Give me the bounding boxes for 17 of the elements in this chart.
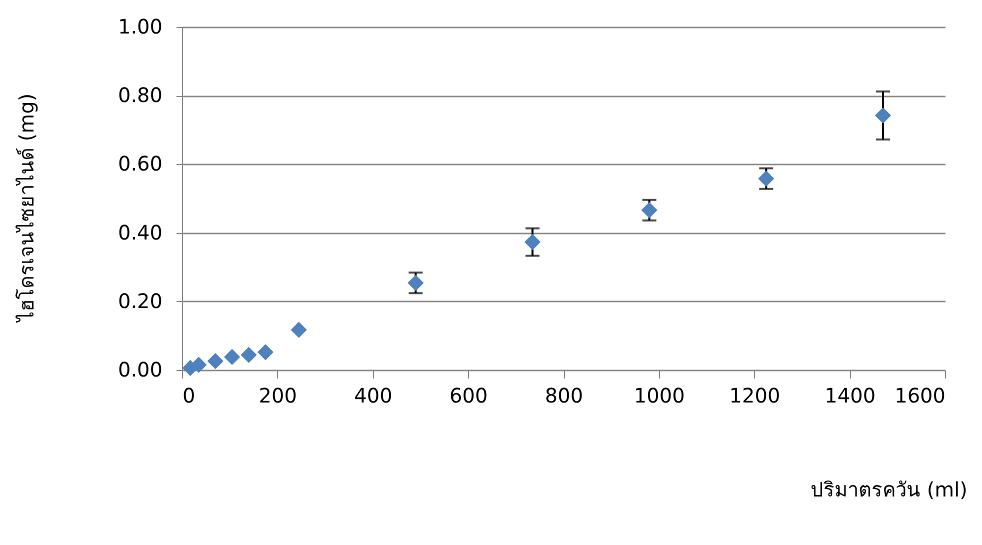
x-tick-label: 400 (354, 384, 392, 408)
x-tick-label: 1400 (824, 384, 876, 408)
y-tick-label: 0.80 (118, 83, 162, 108)
x-tick-label: 0 (182, 384, 196, 408)
y-axis-title: ไฮโดรเจนไซยาไนด์ (mg) (14, 93, 38, 324)
x-tick-label: 600 (450, 384, 488, 408)
x-tick-label: 1000 (634, 384, 685, 408)
x-axis-title: ปริมาตรควัน (ml) (810, 478, 968, 502)
y-tick-label: 0.60 (118, 152, 162, 176)
x-tick-label: 200 (258, 384, 297, 408)
y-tick-label: 0.00 (118, 358, 162, 382)
y-tick-label: 1.00 (118, 14, 162, 38)
x-tick-label: 800 (544, 384, 584, 408)
y-tick-label: 0.40 (118, 220, 162, 244)
x-tick-label: 1600 (894, 384, 946, 408)
y-tick-label: 0.20 (118, 288, 162, 313)
x-tick-label: 1200 (729, 384, 780, 408)
